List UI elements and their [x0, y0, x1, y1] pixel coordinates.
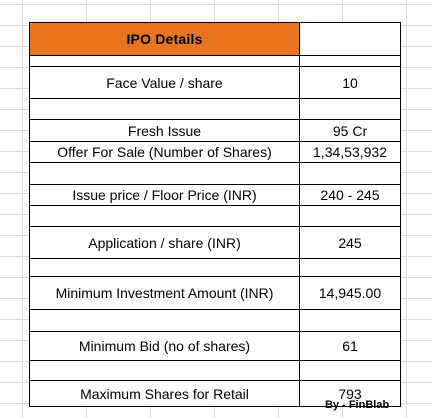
empty-cell [29, 360, 300, 381]
row-value-fresh-issue: 95 Cr [299, 119, 401, 142]
empty-cell [299, 360, 401, 381]
table-row: Fresh Issue 95 Cr [29, 119, 401, 142]
empty-cell [299, 162, 401, 185]
spacer-row [29, 258, 401, 277]
empty-cell [299, 205, 401, 227]
ipo-details-table: IPO Details Face Value / share 10 Fresh … [29, 22, 401, 407]
spacer-row [29, 309, 401, 332]
empty-cell [299, 98, 401, 120]
row-label-min-investment: Minimum Investment Amount (INR) [29, 276, 300, 310]
empty-cell [29, 205, 300, 227]
spacer-row [29, 205, 401, 227]
table-row: Face Value / share 10 [29, 66, 401, 99]
row-value-application: 245 [299, 226, 401, 259]
empty-cell [299, 309, 401, 332]
table-row: Minimum Bid (no of shares) 61 [29, 331, 401, 361]
row-value-max-retail: 793 [299, 380, 401, 407]
credit-text: By - FinBlab [325, 399, 390, 411]
title-row: IPO Details [29, 22, 401, 56]
table-row: Issue price / Floor Price (INR) 240 - 24… [29, 184, 401, 206]
empty-cell [29, 162, 300, 185]
empty-cell [29, 55, 300, 67]
table-title: IPO Details [29, 22, 300, 56]
table-row: Maximum Shares for Retail 793 [29, 380, 401, 407]
empty-cell [299, 258, 401, 277]
empty-cell [29, 98, 300, 120]
row-label-min-bid: Minimum Bid (no of shares) [29, 331, 300, 361]
row-value-offer-for-sale: 1,34,53,932 [299, 141, 401, 163]
row-value-min-investment: 14,945.00 [299, 276, 401, 310]
row-label-application: Application / share (INR) [29, 226, 300, 259]
spacer-row [29, 98, 401, 120]
row-value-issue-price: 240 - 245 [299, 184, 401, 206]
spacer-row [29, 360, 401, 381]
spacer-row [29, 162, 401, 185]
table-row: Application / share (INR) 245 [29, 226, 401, 259]
empty-cell [29, 309, 300, 332]
row-label-max-retail: Maximum Shares for Retail [29, 380, 300, 407]
row-label-face-value: Face Value / share [29, 66, 300, 99]
row-value-face-value: 10 [299, 66, 401, 99]
empty-cell [299, 55, 401, 67]
title-empty-cell [299, 22, 401, 56]
table-row: Offer For Sale (Number of Shares) 1,34,5… [29, 141, 401, 163]
row-value-min-bid: 61 [299, 331, 401, 361]
row-label-fresh-issue: Fresh Issue [29, 119, 300, 142]
spacer-row [29, 55, 401, 67]
table-row: Minimum Investment Amount (INR) 14,945.0… [29, 276, 401, 310]
empty-cell [29, 258, 300, 277]
row-label-issue-price: Issue price / Floor Price (INR) [29, 184, 300, 206]
row-label-offer-for-sale: Offer For Sale (Number of Shares) [29, 141, 300, 163]
